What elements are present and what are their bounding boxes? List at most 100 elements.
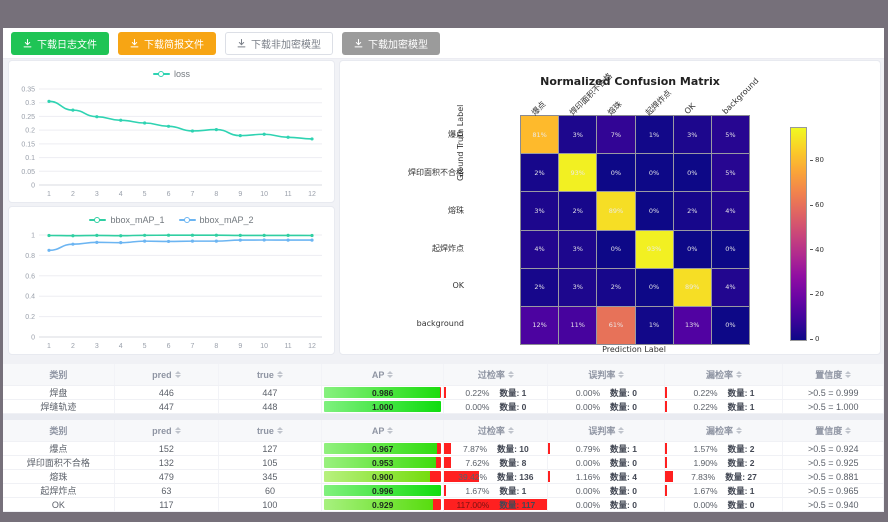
sort-icon[interactable] <box>387 371 394 378</box>
button-label: 下载简报文件 <box>144 39 204 51</box>
matrix-row-label: 爆点 <box>448 130 464 139</box>
rate-percent: 0.00% <box>575 499 601 510</box>
svg-text:0.35: 0.35 <box>21 87 35 94</box>
quantity: 数量: 0 <box>610 485 637 496</box>
sort-icon[interactable] <box>387 427 394 434</box>
column-label: 置信度 <box>815 370 843 380</box>
matrix-cell: 0% <box>711 306 749 344</box>
cell-ap: 0.986 <box>322 386 445 399</box>
map-chart-card: bbox_mAP_1 bbox_mAP_2 0 0.2 0.4 0.6 0.8 1 1 2 3 4 5… <box>8 206 335 355</box>
download-log-file-button[interactable]: 下载日志文件 <box>11 31 109 55</box>
quantity: 数量: 0 <box>610 401 637 412</box>
svg-text:12: 12 <box>308 191 316 198</box>
svg-text:1: 1 <box>47 191 51 198</box>
download-report-file-button[interactable]: 下载简报文件 <box>118 31 216 55</box>
column-label: 漏检率 <box>705 426 733 436</box>
cell-true: 60 <box>219 484 323 497</box>
cell-confidence: >0.5 = 0.940 <box>783 498 884 511</box>
cell-ap: 0.967 <box>322 442 445 455</box>
svg-text:8: 8 <box>214 343 218 350</box>
svg-text:12: 12 <box>308 343 316 350</box>
table-row[interactable]: 焊印面积不合格 132 105 0.953 7.62% 数量: 8 0.00% 数量: 0 1.… <box>3 456 884 470</box>
rate-bar <box>444 485 447 496</box>
rate-percent: 7.83% <box>691 471 716 482</box>
sort-icon[interactable] <box>507 371 514 378</box>
sort-icon[interactable] <box>618 371 625 378</box>
sort-icon[interactable] <box>618 427 625 434</box>
sort-icon[interactable] <box>845 371 852 378</box>
svg-text:5: 5 <box>143 343 147 350</box>
column-label: true <box>256 425 274 436</box>
cell-confidence: >0.5 = 0.965 <box>783 484 884 497</box>
sort-icon[interactable] <box>174 427 181 434</box>
cell-misjudge-rate: 0.00% 数量: 0 <box>548 498 666 511</box>
table-row[interactable]: 焊缝轨迹 447 448 1.000 0.00% 数量: 0 0.00% 数量: 0 0.22%… <box>3 400 884 414</box>
download-encrypted-model-button[interactable]: 下载加密模型 <box>342 31 440 55</box>
sort-icon[interactable] <box>276 371 283 378</box>
sort-icon[interactable] <box>845 427 852 434</box>
cell-category: 起焊炸点 <box>3 484 115 497</box>
cell-true: 447 <box>219 386 323 399</box>
cell-over-detect-rate: 7.87% 数量: 10 <box>444 442 549 455</box>
dashboard: 下载日志文件 下载简报文件 下载非加密模型 下载加密模型 loss 0 0.05 0.1 0… <box>3 28 884 512</box>
rate-bar <box>665 485 668 496</box>
sort-icon[interactable] <box>735 427 742 434</box>
rate-bar <box>444 387 447 398</box>
cell-category: 爆点 <box>3 442 115 455</box>
cell-miss-rate: 0.22% 数量: 1 <box>665 386 784 399</box>
legend-item-bbox_mAP_1[interactable]: bbox_mAP_1 <box>89 215 165 225</box>
download-icon <box>237 38 246 47</box>
matrix-cell: 2% <box>597 268 635 306</box>
column-label: 类别 <box>49 370 68 380</box>
cell-ap: 0.929 <box>322 498 445 511</box>
column-header-true: true <box>219 364 323 385</box>
table-header-row: 类别 pred true AP 过检率 误判率 漏检率 置信度 <box>3 364 884 386</box>
sort-icon[interactable] <box>507 427 514 434</box>
cell-category: 焊盘 <box>3 386 115 399</box>
colorbar-tick: 40 <box>810 246 824 254</box>
loss-chart-legend: loss <box>9 61 334 83</box>
cell-over-detect-rate: 117.00% 数量: 117 <box>444 498 549 511</box>
column-header-miss-rate: 漏检率 <box>665 420 784 441</box>
table-row[interactable]: 起焊炸点 63 60 0.996 1.67% 数量: 1 0.00% 数量: 0 1.67% 数量… <box>3 484 884 498</box>
matrix-col-label: OK <box>682 101 698 116</box>
download-unencrypted-model-button[interactable]: 下载非加密模型 <box>225 31 333 55</box>
ap-value: 0.900 <box>372 471 394 482</box>
rate-bar <box>665 387 668 398</box>
svg-text:8: 8 <box>214 191 218 198</box>
table-row[interactable]: OK 117 100 0.929 117.00% 数量: 117 0.00% 数量: 0 0.0… <box>3 498 884 512</box>
sort-icon[interactable] <box>174 371 181 378</box>
sort-icon[interactable] <box>735 371 742 378</box>
sort-icon[interactable] <box>276 427 283 434</box>
cell-pred: 63 <box>115 484 219 497</box>
rate-bar <box>665 443 668 454</box>
table-row[interactable]: 焊盘 446 447 0.986 0.22% 数量: 1 0.00% 数量: 0 0.22% 数量… <box>3 386 884 400</box>
ap-bar: 0.900 <box>324 471 442 482</box>
rate-percent: 0.00% <box>575 401 601 412</box>
ap-bar: 0.986 <box>324 387 442 398</box>
svg-text:0.2: 0.2 <box>25 128 35 135</box>
legend-item-loss[interactable]: loss <box>152 69 190 79</box>
matrix-cell: 4% <box>521 230 559 268</box>
download-toolbar: 下载日志文件 下载简报文件 下载非加密模型 下载加密模型 <box>3 28 884 59</box>
matrix-cell: 7% <box>597 116 635 154</box>
table-row[interactable]: 爆点 152 127 0.967 7.87% 数量: 10 0.79% 数量: 1 1.57% 数… <box>3 442 884 456</box>
rate-bar <box>548 471 551 482</box>
column-header-misjudge-rate: 误判率 <box>548 420 666 441</box>
cell-true: 345 <box>219 470 323 483</box>
svg-text:0: 0 <box>31 183 35 190</box>
quantity: 数量: 0 <box>499 401 527 412</box>
rate-percent: 0.00% <box>575 387 601 398</box>
cell-true: 448 <box>219 400 323 413</box>
legend-label: bbox_mAP_2 <box>199 214 254 225</box>
svg-text:11: 11 <box>284 191 291 198</box>
matrix-row-label: 焊印面积不合格 <box>408 168 464 177</box>
legend-item-bbox_mAP_2[interactable]: bbox_mAP_2 <box>178 214 254 225</box>
matrix-cell: 0% <box>673 154 711 192</box>
matrix-cell: 93% <box>559 154 597 192</box>
table-row[interactable]: 熔珠 479 345 0.900 39.42% 数量: 136 1.16% 数量: 4 7.83… <box>3 470 884 484</box>
rate-bar <box>548 443 551 454</box>
matrix-cell: 93% <box>635 230 673 268</box>
svg-text:6: 6 <box>167 191 171 198</box>
quantity: 数量: 2 <box>727 457 755 468</box>
